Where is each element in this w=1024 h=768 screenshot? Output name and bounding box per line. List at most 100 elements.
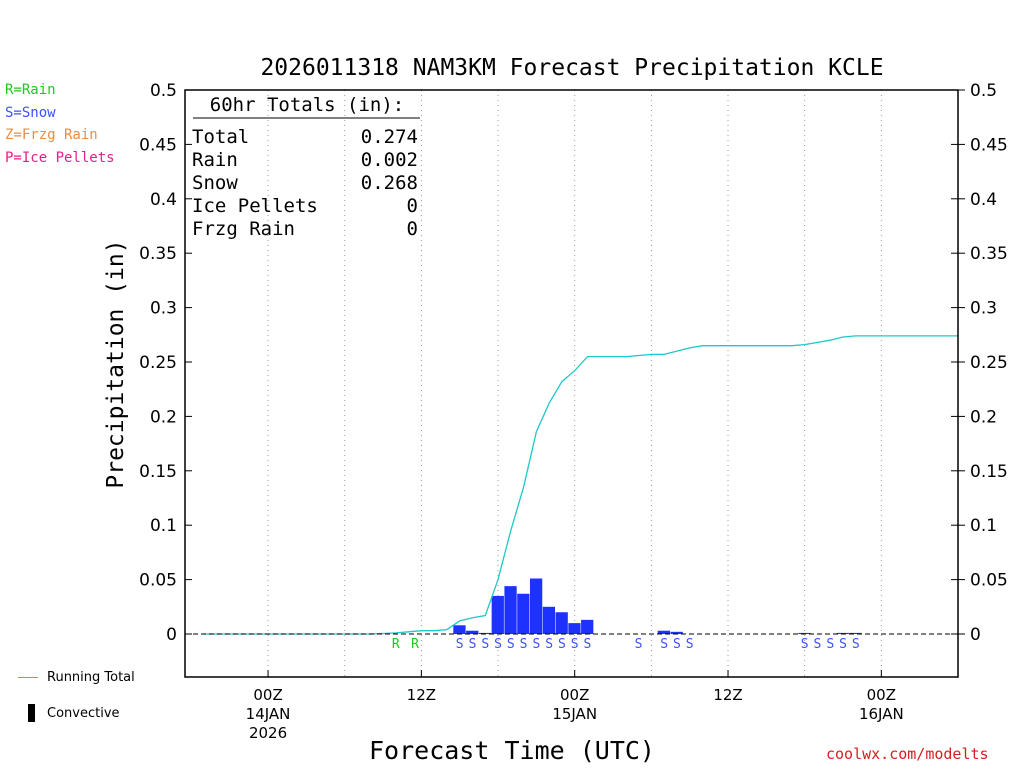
precip-bar	[466, 630, 479, 634]
y-tick-label-right: 0.25	[970, 353, 1008, 373]
bars-layer	[453, 578, 862, 634]
ptype-marker: S	[635, 637, 643, 652]
y-tick-label-left: 0.2	[150, 407, 177, 427]
ptype-legend-item: P=Ice Pellets	[5, 149, 115, 166]
y-tick-label-left: 0.35	[139, 244, 177, 264]
ptype-marker: S	[571, 637, 579, 652]
precip-bar	[555, 612, 568, 634]
y-axis-label: Precipitation (in)	[103, 239, 129, 488]
running-total-key: Running Total	[16, 670, 156, 686]
ptype-legend-item: R=Rain	[5, 82, 56, 98]
ptype-marker: S	[686, 637, 694, 652]
precip-bar	[453, 625, 466, 634]
y-tick-label-left: 0.1	[150, 516, 177, 536]
ptype-legend-item: Z=Frzg Rain	[5, 127, 98, 143]
precip-bar	[581, 619, 594, 634]
totals-row-value: 0.002	[361, 149, 418, 171]
x-axis-label: Forecast Time (UTC)	[369, 736, 655, 765]
ptype-marker: S	[456, 637, 464, 652]
ptype-marker: R	[392, 637, 400, 652]
running-total-key-line-icon	[18, 677, 38, 678]
y-tick-label-right: 0.3	[970, 299, 997, 319]
y-tick-label-left: 0.3	[150, 299, 177, 319]
x-tick-date-label: 14JAN	[246, 705, 291, 723]
y-tick-label-left: 0.4	[150, 190, 177, 210]
precip-bar	[542, 606, 556, 634]
totals-heading: 60hr Totals (in):	[210, 94, 404, 116]
running-total-line	[204, 335, 958, 635]
ptype-marker: S	[826, 637, 834, 652]
ptype-marker: S	[520, 637, 528, 652]
totals-row-label: Ice Pellets	[192, 195, 318, 217]
precip-bar	[517, 593, 530, 634]
convective-key: Convective	[16, 704, 156, 724]
totals-row-value: 0	[407, 195, 418, 217]
ptype-legend-item: S=Snow	[5, 104, 56, 121]
precip-bar	[836, 632, 849, 634]
y-tick-label-left: 0.45	[139, 135, 177, 155]
ptype-marker: S	[545, 637, 553, 652]
y-tick-label-left: 0.5	[150, 81, 177, 101]
y-tick-label-right: 0.05	[970, 571, 1008, 591]
precip-bar	[504, 586, 517, 634]
y-tick-label-right: 0.5	[970, 81, 997, 101]
precip-bar	[568, 623, 581, 634]
y-tick-label-left: 0	[166, 625, 177, 645]
y-tick-label-right: 0.4	[970, 190, 997, 210]
precip-bar	[670, 631, 683, 634]
y-tick-label-right: 0.35	[970, 244, 1008, 264]
line-layer	[204, 335, 958, 635]
ptype-marker: S	[532, 637, 540, 652]
ptype-marker: S	[814, 637, 822, 652]
y-tick-label-right: 0.15	[970, 462, 1008, 482]
totals-row-value: 0	[407, 218, 418, 240]
precip-bar	[529, 578, 543, 634]
x-tick-date-label: 15JAN	[552, 705, 597, 723]
ptype-marker: S	[852, 637, 860, 652]
precip-bar	[798, 632, 811, 634]
y-tick-label-right: 0.2	[970, 407, 997, 427]
ptype-marker: S	[584, 637, 592, 652]
ptype-marker: S	[839, 637, 847, 652]
x-tick-year-label: 2026	[249, 724, 287, 742]
x-tick-label: 12Z	[713, 686, 742, 704]
x-tick-label: 00Z	[867, 686, 896, 704]
precip-bar	[478, 632, 492, 634]
totals-row-value: 0.268	[361, 172, 418, 194]
chart-title: 2026011318 NAM3KM Forecast Precipitation…	[260, 55, 883, 81]
x-tick-label: 00Z	[560, 686, 589, 704]
y-tick-label-right: 0	[970, 625, 981, 645]
running-total-key-label: Running Total	[47, 670, 135, 685]
y-tick-label-right: 0.1	[970, 516, 997, 536]
x-tick-date-label: 16JAN	[859, 705, 904, 723]
ptype-marker: S	[507, 637, 515, 652]
x-tick-label: 12Z	[407, 686, 436, 704]
x-tick-label: 00Z	[253, 686, 282, 704]
totals-row-label: Rain	[192, 149, 238, 171]
axes-layer	[184, 89, 965, 678]
ptype-marker: S	[558, 637, 566, 652]
credit-link[interactable]: coolwx.com/modelts	[826, 745, 989, 763]
y-tick-label-left: 0.05	[139, 571, 177, 591]
convective-key-label: Convective	[47, 706, 120, 721]
ptype-marker: S	[660, 637, 668, 652]
ptype-marker: S	[494, 637, 502, 652]
ptype-marker: S	[481, 637, 489, 652]
text-layer: 0 00.05 0.050.1 0.10.15 0.150.2 0.20.25 0.250.…	[103, 55, 1008, 765]
ptype-marker: S	[801, 637, 809, 652]
totals-row-label: Snow	[192, 172, 238, 194]
ptype-marker: S	[673, 637, 681, 652]
precip-bar	[491, 595, 504, 634]
plot-frame	[184, 89, 959, 678]
totals-row-label: Total	[192, 126, 249, 148]
precip-bar	[849, 632, 862, 634]
totals-row-label: Frzg Rain	[192, 218, 295, 240]
precip-bar	[657, 630, 671, 634]
convective-key-bar-icon	[28, 704, 35, 722]
ptype-marker: R	[411, 637, 419, 652]
y-tick-label-left: 0.15	[139, 462, 177, 482]
y-tick-label-right: 0.45	[970, 135, 1008, 155]
ptype-marker: S	[469, 637, 477, 652]
y-tick-label-left: 0.25	[139, 353, 177, 373]
